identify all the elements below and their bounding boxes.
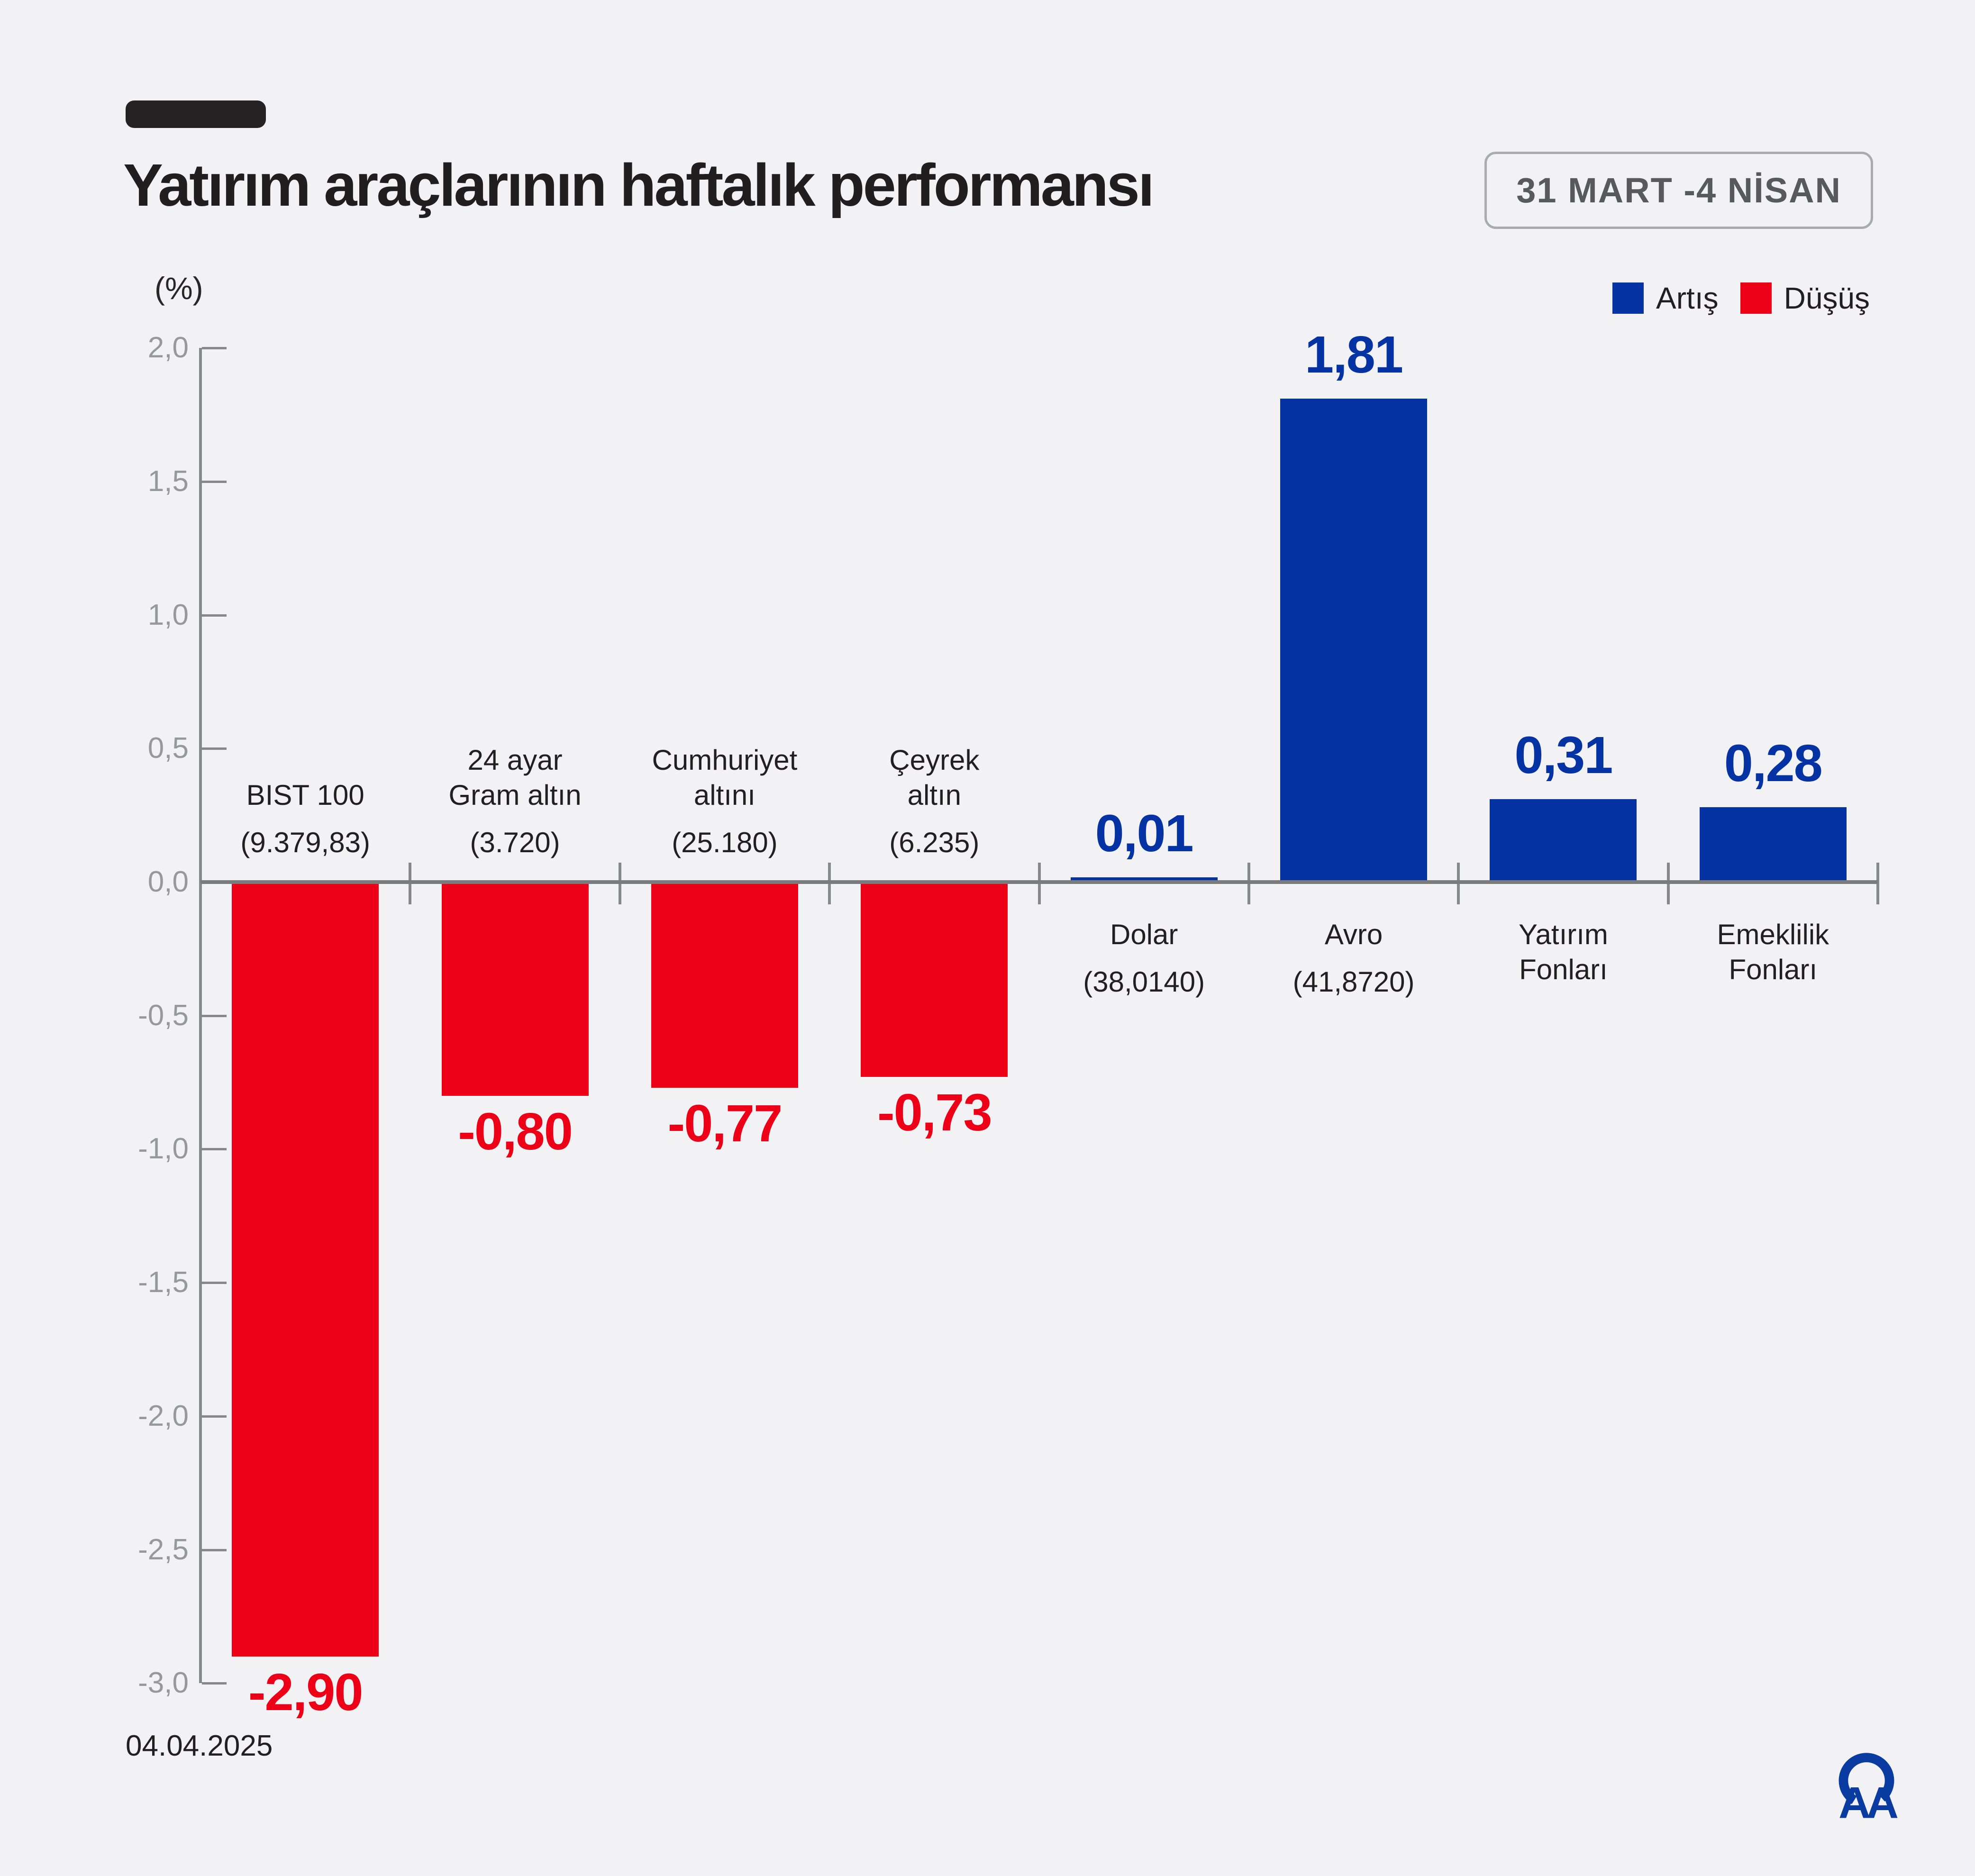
y-axis-tick-label: 1,0 (147, 598, 189, 631)
category-label-ceyrek-altin: Çeyrek altın (6.235) (823, 743, 1046, 860)
category-name-line: Fonları (1729, 954, 1818, 985)
y-axis-tick-label: 0,5 (147, 732, 189, 765)
category-label-gram-altin: 24 ayar Gram altın (3.720) (404, 743, 627, 860)
y-axis-tick (202, 1282, 227, 1284)
y-axis-tick-label: -0,5 (138, 999, 189, 1032)
value-label-bist-100: -2,90 (248, 1663, 364, 1721)
y-axis-tick-label: -2,0 (138, 1399, 189, 1432)
legend-dusus-label: Düşüş (1784, 281, 1870, 315)
bar-emeklilik-fonlari (1699, 807, 1847, 882)
bar-avro (1280, 399, 1428, 882)
bar-gram-altin (441, 882, 589, 1096)
date-range-badge: 31 MART -4 NİSAN (1484, 152, 1873, 229)
y-axis-tick (202, 1548, 227, 1551)
category-label-cumhuriyet-altini: Cumhuriyet altını (25.180) (613, 743, 836, 860)
category-name-line: Emeklilik (1717, 919, 1829, 950)
value-label-cumhuriyet-altini: -0,77 (667, 1094, 783, 1153)
y-axis-tick (202, 480, 227, 483)
category-name-line: Yatırım (1518, 919, 1608, 950)
category-name-line: Avro (1324, 919, 1383, 950)
category-name-line: altını (693, 779, 755, 811)
y-axis-tick (202, 1148, 227, 1151)
category-label-dolar: Dolar (38,0140) (1033, 917, 1256, 1000)
legend-item-artis: Artış (1612, 281, 1719, 316)
value-label-gram-altin: -0,80 (458, 1102, 573, 1161)
category-name-line: BIST 100 (246, 779, 364, 811)
y-axis-tick-label: -1,0 (138, 1132, 189, 1166)
x-axis-tick (1876, 863, 1879, 904)
legend-item-dusus: Düşüş (1740, 281, 1870, 316)
y-axis-tick (202, 1415, 227, 1418)
category-label-yatirim-fonlari: Yatırım Fonları (1452, 917, 1675, 987)
value-label-yatirim-fonlari: 0,31 (1514, 726, 1613, 785)
legend-artis-swatch (1612, 282, 1644, 314)
category-name-line: altın (907, 779, 962, 811)
value-label-emeklilik-fonlari: 0,28 (1724, 734, 1823, 793)
y-axis-tick-label: -3,0 (138, 1667, 189, 1700)
bar-yatirim-fonlari (1490, 799, 1637, 882)
category-name-line: 24 ayar (467, 744, 563, 776)
y-axis-line (199, 348, 202, 1684)
x-axis-zero-line (200, 880, 1878, 884)
bar-cumhuriyet-altini (651, 882, 798, 1088)
category-label-avro: Avro (41,8720) (1242, 917, 1465, 1000)
bar-dolar (1070, 877, 1218, 882)
value-label-dolar: 0,01 (1095, 804, 1194, 863)
category-name-line: Gram altın (448, 779, 582, 811)
bar-ceyrek-altin (861, 882, 1008, 1077)
value-label-ceyrek-altin: -0,73 (877, 1084, 992, 1142)
category-current-value: (9.379,83) (240, 827, 370, 858)
aa-agency-logo: AA (1838, 1753, 1902, 1828)
category-current-value: (41,8720) (1292, 966, 1415, 998)
y-axis-tick-label: 0,0 (147, 865, 189, 898)
legend-dusus-swatch (1740, 282, 1772, 314)
category-label-bist-100: BIST 100 (9.379,83) (194, 778, 417, 860)
axis-unit-label: (%) (155, 271, 203, 306)
category-name-line: Cumhuriyet (652, 744, 798, 776)
y-axis-tick (202, 614, 227, 617)
y-axis-tick-label: -2,5 (138, 1533, 189, 1566)
category-current-value: (25.180) (672, 827, 778, 858)
y-axis-tick (202, 347, 227, 350)
legend: Artış Düşüş (1612, 281, 1870, 316)
y-axis-tick (202, 1014, 227, 1017)
category-label-emeklilik-fonlari: Emeklilik Fonları (1662, 917, 1884, 987)
bar-bist-100 (232, 882, 379, 1657)
y-axis-tick-label: 1,5 (147, 464, 189, 498)
aa-logo-text: AA (1838, 1778, 1898, 1828)
category-name-line: Çeyrek (889, 744, 980, 776)
category-current-value: (38,0140) (1083, 966, 1205, 998)
y-axis-tick-label: 2,0 (147, 331, 189, 364)
y-axis-tick-label: -1,5 (138, 1266, 189, 1299)
category-name-line: Fonları (1519, 954, 1608, 985)
value-label-avro: 1,81 (1305, 326, 1403, 384)
category-name-line: Dolar (1110, 919, 1178, 950)
footer-date: 04.04.2025 (126, 1730, 273, 1762)
y-axis-tick (202, 747, 227, 750)
aa-logo-ring (1838, 1753, 1894, 1809)
category-current-value: (3.720) (470, 827, 560, 858)
category-current-value: (6.235) (889, 827, 980, 858)
y-axis-tick (202, 1682, 227, 1685)
page-title: Yatırım araçlarının haftalık performansı (123, 152, 1155, 219)
title-accent-dash (126, 100, 266, 128)
legend-artis-label: Artış (1656, 281, 1719, 315)
